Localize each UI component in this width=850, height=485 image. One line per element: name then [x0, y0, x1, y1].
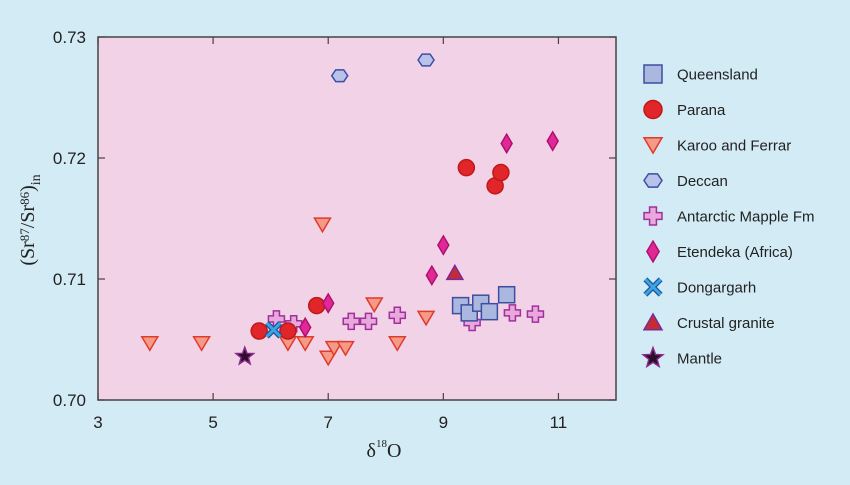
data-point — [437, 234, 450, 256]
data-point — [526, 305, 545, 323]
legend-marker — [643, 277, 663, 297]
data-point — [416, 310, 436, 327]
x-tick-label: 11 — [550, 413, 568, 432]
data-point — [313, 217, 332, 234]
legend-marker — [641, 345, 665, 369]
y-axis-title: (Sr87/Sr86)in — [17, 174, 44, 265]
legend-label: Antarctic Mapple Fm — [677, 209, 815, 226]
data-point — [457, 158, 476, 177]
legend-label: Queensland — [677, 67, 758, 84]
legend-marker — [643, 99, 663, 120]
legend-label: Etendeka (Africa) — [677, 244, 793, 261]
y-tick-label: 0.72 — [53, 149, 86, 168]
data-point — [321, 292, 335, 314]
y-tick-label: 0.70 — [53, 391, 86, 410]
data-point — [500, 132, 513, 155]
data-point — [318, 350, 338, 367]
data-point — [307, 296, 326, 315]
y-tick-label: 0.71 — [53, 270, 86, 289]
data-point — [364, 297, 384, 314]
legend: Queensland Parana Karoo and Ferrar Deccan An… — [641, 64, 815, 369]
x-tick-label: 9 — [439, 413, 448, 432]
x-tick-label: 7 — [323, 413, 332, 432]
data-point — [264, 321, 283, 339]
data-point — [388, 306, 407, 325]
data-point — [330, 69, 349, 83]
data-point — [445, 263, 465, 281]
data-point — [324, 340, 344, 357]
data-point — [279, 322, 297, 340]
data-point — [250, 322, 268, 340]
legend-label: Mantle — [677, 351, 722, 368]
data-point — [284, 315, 303, 333]
data-point — [387, 335, 407, 352]
y-tick-label: 0.73 — [53, 28, 86, 47]
legend-label: Crustal granite — [677, 315, 775, 332]
data-point — [336, 340, 355, 357]
legend-marker — [643, 206, 663, 226]
data-point — [192, 335, 211, 352]
x-axis: 3 5 7 9 11 — [93, 37, 567, 432]
data-point — [503, 304, 522, 322]
data-point — [233, 345, 256, 366]
data-point — [359, 312, 378, 331]
legend-marker — [646, 239, 660, 264]
data-point — [497, 285, 516, 304]
legend-label: Parana — [677, 102, 726, 119]
legend-marker — [643, 173, 663, 188]
y-axis: 0.70 0.71 0.72 0.73 — [53, 28, 616, 410]
data-point — [417, 53, 435, 67]
legend-label: Deccan — [677, 173, 728, 190]
x-tick-label: 3 — [93, 413, 102, 432]
data-point — [480, 302, 499, 321]
legend-marker — [643, 64, 663, 84]
x-axis-title: δ18O — [367, 438, 402, 462]
data-point — [298, 316, 312, 339]
data-point — [342, 312, 360, 331]
legend-marker — [642, 137, 664, 155]
legend-label: Dongargarh — [677, 280, 756, 297]
data-points — [140, 53, 560, 367]
x-tick-label: 5 — [208, 413, 217, 432]
data-point — [546, 130, 560, 152]
data-point — [492, 163, 510, 182]
legend-label: Karoo and Ferrar — [677, 138, 791, 155]
data-point — [140, 335, 160, 352]
data-point — [425, 264, 439, 287]
legend-marker — [642, 312, 664, 331]
plot-area — [97, 36, 617, 401]
